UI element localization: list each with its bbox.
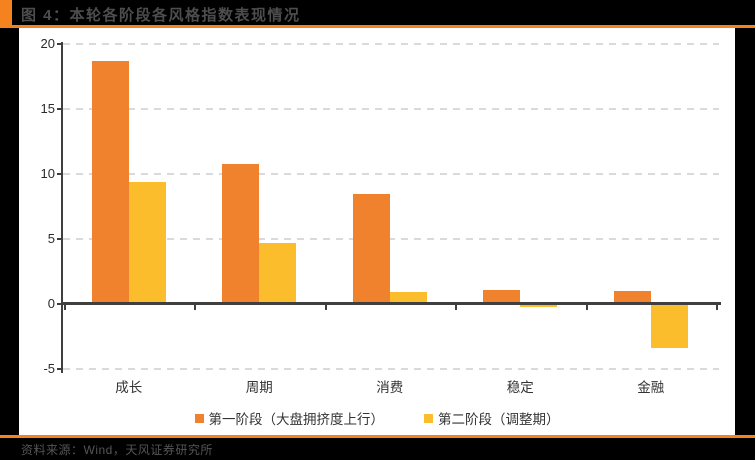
x-boundary-tick-3 [455,305,457,310]
bar-消费-series2 [389,292,427,304]
y-tick-label-0: 0 [47,296,55,311]
x-axis [61,302,721,305]
y-tick-mark--5 [57,368,62,370]
gridline-10 [63,173,719,175]
y-tick-label-15: 15 [40,101,55,116]
series2-swatch-icon [424,413,433,423]
x-boundary-tick-2 [324,305,327,310]
page-title: 图 4：本轮各阶段各风格指数表现情况 [21,7,301,24]
y-tick-mark-10 [57,173,62,175]
x-category-label-周期: 周期 [245,380,273,395]
bar-消费-series1 [352,193,390,304]
bar-周期-series2 [259,242,297,304]
title-bar: 图 4：本轮各阶段各风格指数表现情况 [0,0,755,25]
chart-legend: 第一阶段（大盘拥挤度上行） 第二阶段（调整期） [19,406,735,430]
y-tick-label-10: 10 [40,166,55,181]
bar-周期-series1 [222,163,260,304]
x-category-label-成长: 成长 [115,380,143,395]
y-tick-label--5: -5 [43,361,55,376]
bar-成长-series2 [128,181,166,304]
gridline-15 [63,108,719,110]
y-tick-label-20: 20 [40,36,55,51]
legend-item-series2: 第二阶段（调整期） [424,408,560,428]
series1-swatch-icon [194,413,204,423]
legend-item-series1: 第一阶段（大盘拥挤度上行） [194,408,385,428]
chart-panel: 20 15 10 5 0 -5 成长 周期 消费 稳定 金融 第一阶段（大盘拥挤度上行） 第二阶段（… [19,28,735,435]
bar-稳定-series1 [483,289,521,304]
source-note: 资料来源：Wind，天风证券研究所 [21,443,213,457]
y-tick-mark-5 [57,238,62,240]
bar-金融-series1 [613,291,651,304]
footer-bar: 资料来源：Wind，天风证券研究所 [0,438,755,460]
legend-label-series1: 第一阶段（大盘拥挤度上行） [208,412,385,427]
x-category-label-消费: 消费 [376,380,404,395]
plot-area: 20 15 10 5 0 -5 成长 周期 消费 稳定 金融 [19,28,735,435]
bar-金融-series2 [650,304,688,349]
accent-square [0,0,12,25]
x-boundary-tick-4 [585,305,588,310]
x-boundary-tick-5 [716,305,718,310]
gridline--5 [63,368,719,370]
y-tick-mark-0 [57,303,62,305]
x-category-label-金融: 金融 [637,380,665,395]
x-boundary-tick-0 [63,305,66,310]
gridline-5 [63,238,719,240]
y-tick-mark-20 [57,43,62,45]
y-tick-label-5: 5 [47,231,55,246]
bar-稳定-series2 [520,304,558,307]
y-axis [61,42,63,373]
x-boundary-tick-1 [194,305,196,310]
y-tick-mark-15 [57,108,62,110]
bottom-divider-rule [0,435,755,438]
gridline-20 [63,43,719,45]
top-divider-rule [0,25,755,28]
legend-label-series2: 第二阶段（调整期） [438,412,560,427]
x-category-label-稳定: 稳定 [506,380,534,395]
bar-成长-series1 [91,60,129,304]
